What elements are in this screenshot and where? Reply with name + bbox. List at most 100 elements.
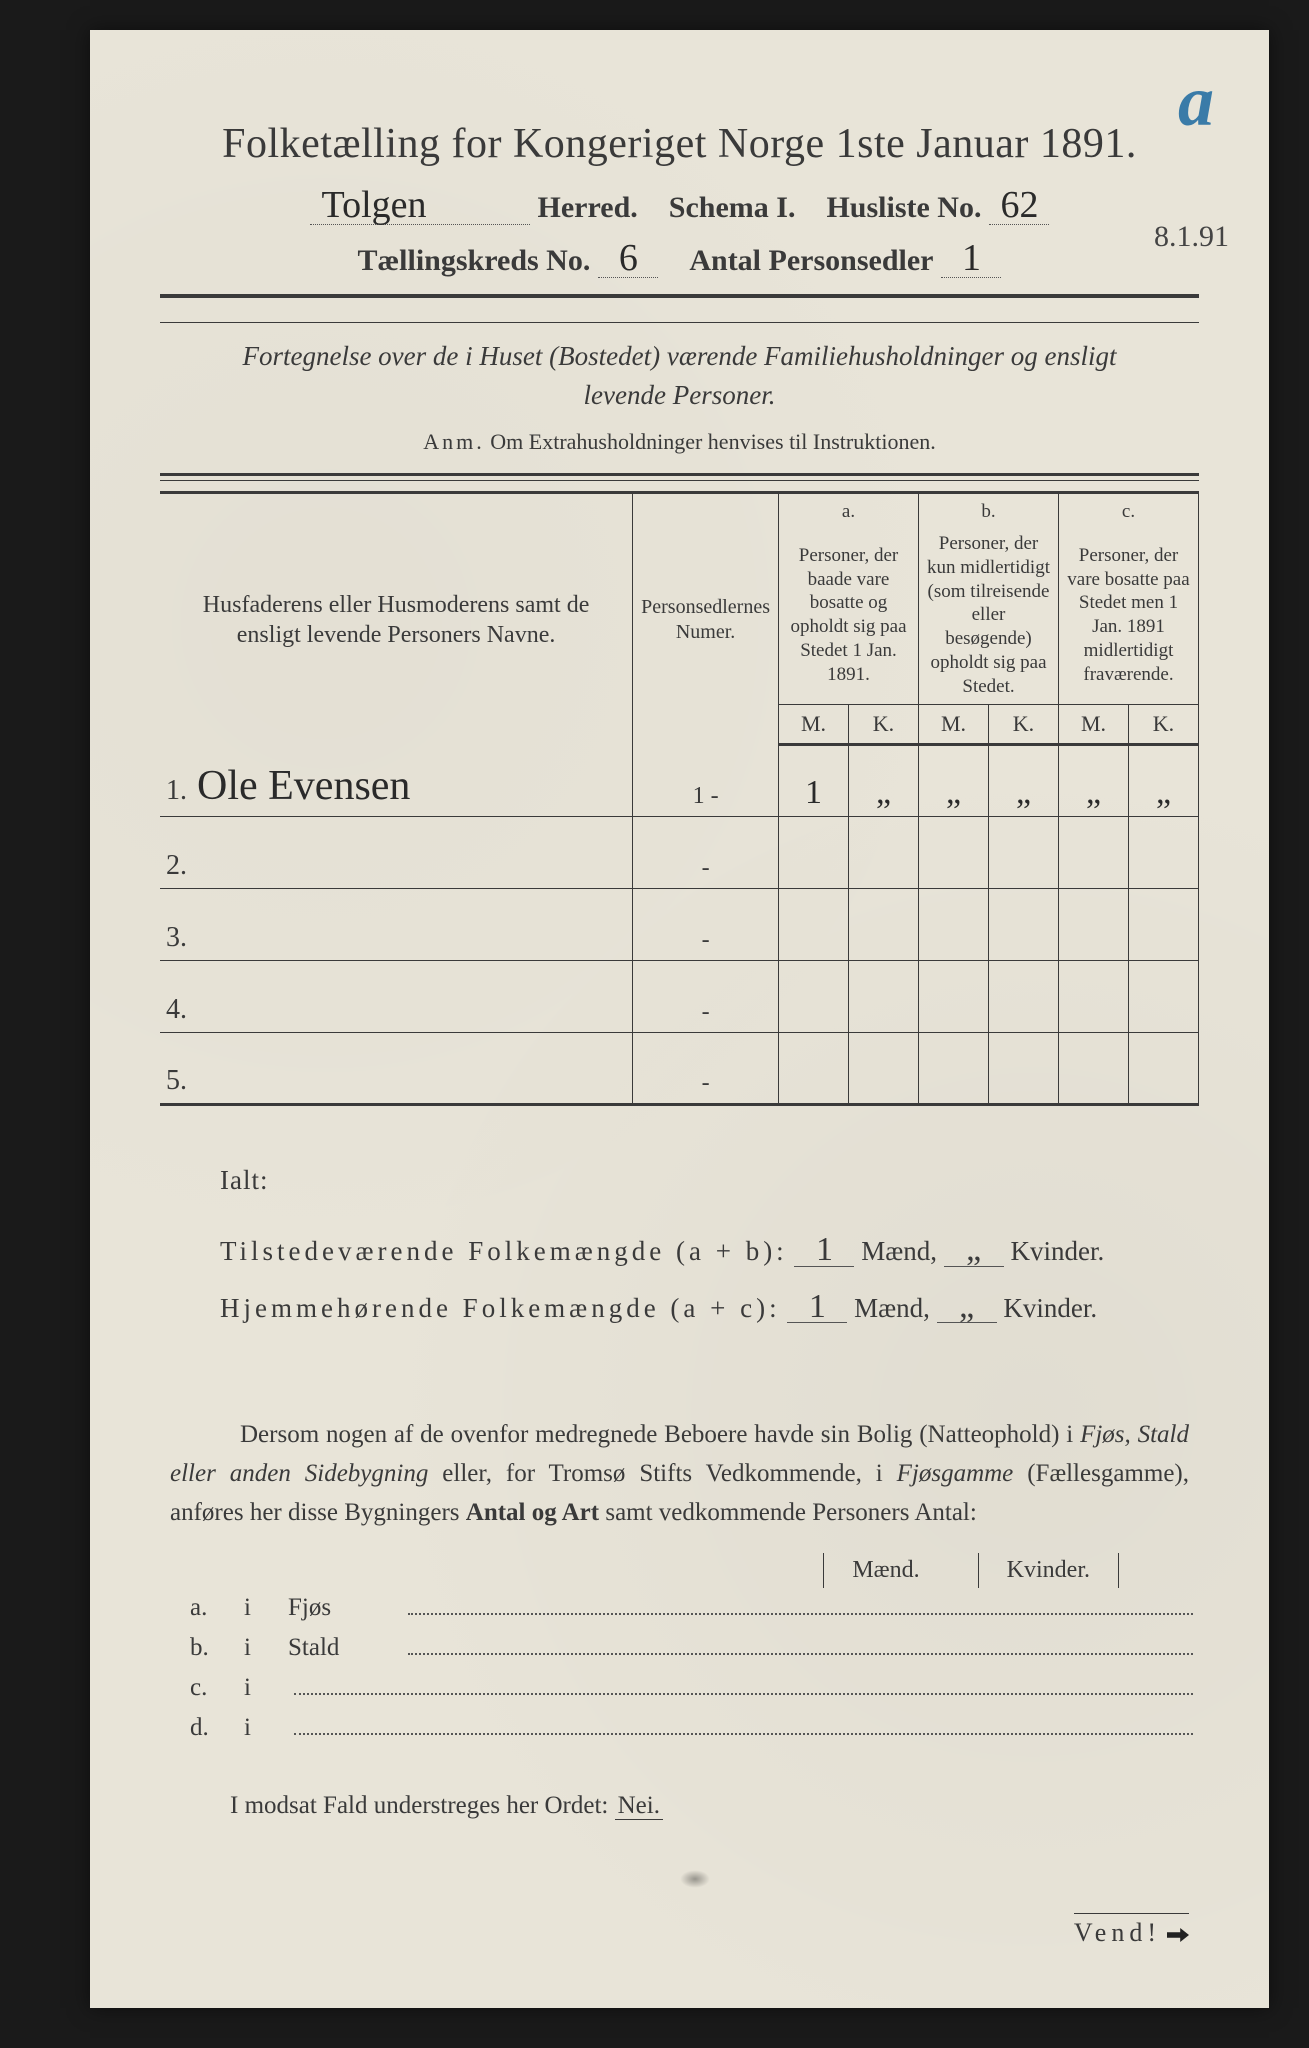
bldg-lab: c. — [190, 1674, 230, 1702]
col-a-k: K. — [849, 705, 919, 745]
group-c-text: Personer, der vare bosatte paa Stedet me… — [1059, 526, 1199, 705]
page-container: a Folketælling for Kongeriget Norge 1ste… — [0, 0, 1309, 2048]
herred-value: Tolgen — [310, 186, 530, 225]
section-intro: Fortegnelse over de i Huset (Bostedet) v… — [200, 337, 1159, 415]
bldg-i: i — [244, 1674, 274, 1702]
group-b-text: Personer, der kun midlertidigt (som tilr… — [919, 526, 1059, 705]
dots — [408, 1635, 1193, 1655]
dots — [294, 1675, 1193, 1695]
cell-bk: „ — [1016, 774, 1031, 811]
divider — [160, 480, 1199, 481]
row-num: 4. — [166, 994, 187, 1025]
row-num: 3. — [166, 922, 187, 953]
document-paper: a Folketælling for Kongeriget Norge 1ste… — [90, 30, 1269, 2008]
buildings-mk-header: Mænd. Kvinder. — [160, 1553, 1199, 1588]
bldg-row: c. i — [190, 1674, 1199, 1702]
schema-label: Schema I. — [669, 191, 796, 225]
header-line-2: Tællingskreds No. 6 Antal Personsedler 1 — [160, 239, 1199, 278]
bldg-i: i — [244, 1714, 274, 1742]
maend-label: Mænd, — [861, 1236, 937, 1266]
col-header-name: Husfaderens eller Husmoderens samt de en… — [160, 493, 633, 745]
table-row: 2. - — [160, 817, 1199, 889]
bldg-type: Stald — [288, 1634, 388, 1662]
kvinder-label: Kvinder. — [1010, 1236, 1104, 1266]
margin-date: 8.1.91 — [1154, 220, 1229, 254]
totals-l2-m: 1 — [787, 1292, 847, 1324]
totals-line-1: Tilstedeværende Folkemængde (a + b): 1 M… — [220, 1223, 1199, 1280]
col-c-k: K. — [1129, 705, 1199, 745]
divider — [160, 294, 1199, 298]
table-row: 4. - — [160, 961, 1199, 1033]
buildings-list: a. i Fjøs b. i Stald c. i d. i — [190, 1594, 1199, 1742]
nei-word: Nei. — [615, 1792, 663, 1820]
main-title: Folketælling for Kongeriget Norge 1ste J… — [160, 120, 1199, 168]
cell-num: - — [633, 961, 779, 1033]
vend-label: Vend! — [1074, 1913, 1189, 1948]
buildings-intro: Dersom nogen af de ovenfor medregnede Be… — [170, 1416, 1189, 1532]
totals-line-2: Hjemmehørende Folkemængde (a + c): 1 Mæn… — [220, 1280, 1199, 1337]
bldg-row: d. i — [190, 1714, 1199, 1742]
group-b-label: b. — [919, 493, 1059, 526]
divider — [160, 322, 1199, 323]
bldg-i: i — [244, 1634, 274, 1662]
cell-ck: „ — [1156, 774, 1171, 811]
table-row: 1.Ole Evensen 1 - 1 „ „ „ „ „ — [160, 745, 1199, 817]
cell-am: 1 — [805, 774, 822, 811]
totals-l1-k: „ — [944, 1235, 1004, 1267]
antal-value: 1 — [941, 239, 1001, 278]
dots — [294, 1715, 1193, 1735]
row-num: 2. — [166, 850, 187, 881]
nei-text: I modsat Fald understreges her Ordet: — [230, 1792, 608, 1819]
bldg-i: i — [244, 1594, 274, 1622]
totals-l2-label: Hjemmehørende Folkemængde (a + c): — [220, 1293, 781, 1323]
cell-num: - — [633, 1033, 779, 1105]
col-header-num: Personsedlernes Numer. — [633, 493, 779, 745]
bldg-type: Fjøs — [288, 1594, 388, 1622]
col-b-k: K. — [989, 705, 1059, 745]
table-row: 3. - — [160, 889, 1199, 961]
antal-label: Antal Personsedler — [689, 244, 933, 278]
group-c-label: c. — [1059, 493, 1199, 526]
totals-l1-m: 1 — [794, 1235, 854, 1267]
anm-label: Anm. — [423, 429, 485, 454]
header-line-1: Tolgen Herred. Schema I. Husliste No. 62 — [160, 186, 1199, 225]
cell-num: - — [633, 889, 779, 961]
cell-cm: „ — [1086, 774, 1101, 811]
divider — [160, 473, 1199, 476]
cell-ak: „ — [876, 774, 891, 811]
kvinder-col: Kvinder. — [978, 1553, 1119, 1588]
ink-smudge — [680, 1870, 710, 1888]
cell-num: - — [633, 817, 779, 889]
totals-l1-label: Tilstedeværende Folkemængde (a + b): — [220, 1236, 788, 1266]
bldg-lab: b. — [190, 1634, 230, 1662]
cell-bm: „ — [946, 774, 961, 811]
row-num: 1. — [166, 775, 187, 806]
group-a-label: a. — [779, 493, 919, 526]
dots — [408, 1595, 1193, 1615]
kvinder-label: Kvinder. — [1003, 1293, 1097, 1323]
row-num: 5. — [166, 1065, 187, 1096]
nei-line: I modsat Fald understreges her Ordet: Ne… — [230, 1792, 1199, 1820]
col-c-m: M. — [1059, 705, 1129, 745]
bldg-row: b. i Stald — [190, 1634, 1199, 1662]
kreds-label: Tællingskreds No. — [358, 244, 591, 278]
table-row: 5. - — [160, 1033, 1199, 1105]
maend-col: Mænd. — [823, 1553, 947, 1588]
col-b-m: M. — [919, 705, 989, 745]
bldg-lab: a. — [190, 1594, 230, 1622]
maend-label: Mænd, — [854, 1293, 930, 1323]
person-name: Ole Evensen — [197, 763, 410, 809]
herred-label: Herred. — [538, 191, 638, 225]
totals-l2-k: „ — [937, 1292, 997, 1324]
totals-block: Ialt: Tilstedeværende Folkemængde (a + b… — [220, 1152, 1199, 1336]
husliste-label: Husliste No. — [826, 191, 981, 225]
husliste-value: 62 — [989, 186, 1049, 225]
anm-note: Anm. Om Extrahusholdninger henvises til … — [160, 429, 1199, 455]
bldg-lab: d. — [190, 1714, 230, 1742]
bldg-row: a. i Fjøs — [190, 1594, 1199, 1622]
census-table-body: 1.Ole Evensen 1 - 1 „ „ „ „ „ 2. - 3. - — [160, 745, 1199, 1105]
pencil-annotation-a: a — [1178, 60, 1214, 143]
census-table: Husfaderens eller Husmoderens samt de en… — [160, 491, 1199, 1106]
anm-text: Om Extrahusholdninger henvises til Instr… — [490, 429, 935, 454]
kreds-value: 6 — [598, 239, 658, 278]
